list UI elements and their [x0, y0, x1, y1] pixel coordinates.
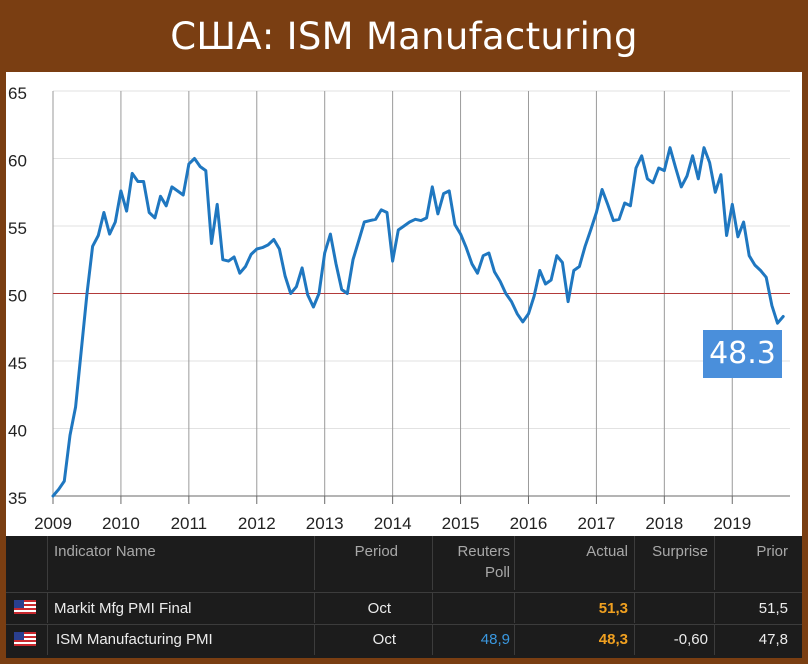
x-tick-label: 2014 [374, 514, 412, 533]
table-row[interactable]: ISM Manufacturing PMI Oct 48,9 48,3 -0,6… [6, 624, 802, 655]
series-layer [51, 146, 785, 498]
header-poll-cell: Reuters Poll [432, 536, 514, 590]
row-period: Oct [367, 600, 391, 617]
header-name-cell: Indicator Name [47, 536, 314, 590]
x-tick-label: 2019 [713, 514, 751, 533]
x-tick-label: 2012 [238, 514, 276, 533]
x-tick-label: 2013 [306, 514, 344, 533]
header-prior: Prior [756, 543, 788, 560]
row-prior: 47,8 [758, 631, 788, 648]
header-poll-line2: Poll [484, 564, 510, 581]
table-header-row: Indicator Name Period Reuters Poll Actua… [6, 536, 802, 590]
header-actual-cell: Actual [514, 536, 634, 590]
x-tick-label: 2015 [442, 514, 480, 533]
header-actual: Actual [586, 543, 628, 560]
row-indicator-name: ISM Manufacturing PMI [56, 631, 213, 648]
y-tick-label: 55 [8, 219, 27, 238]
row-prior: 51,5 [758, 600, 788, 617]
y-tick-label: 45 [8, 354, 27, 373]
header-period: Period [354, 543, 398, 560]
y-tick-label: 65 [8, 84, 27, 103]
chart-title: США: ISM Manufacturing [170, 14, 638, 58]
header-poll-line1: Reuters [457, 543, 510, 560]
table-row[interactable]: Markit Mfg PMI Final Oct 51,3 51,5 [6, 592, 802, 623]
x-tick-label: 2010 [102, 514, 140, 533]
x-tick-label: 2017 [577, 514, 615, 533]
row-poll: 48,9 [480, 631, 510, 648]
x-tick-label: 2009 [34, 514, 72, 533]
header-prior-cell: Prior [714, 536, 802, 590]
us-flag-icon [14, 600, 36, 614]
row-actual: 48,3 [598, 631, 628, 648]
row-actual: 51,3 [598, 600, 628, 617]
axes [52, 91, 790, 504]
y-tick-label: 40 [8, 422, 27, 441]
y-tick-label: 35 [8, 489, 27, 508]
row-indicator-name: Markit Mfg PMI Final [54, 600, 192, 617]
tick-labels: 35 40 45 50 55 60 65 2009 2010 2011 2012 2013 2014 20… [8, 84, 751, 533]
line-chart: 35 40 45 50 55 60 65 2009 2010 2011 2012 2013 2014 20… [8, 84, 790, 533]
y-tick-label: 60 [8, 152, 27, 171]
us-flag-icon [14, 632, 36, 646]
header-surprise-cell: Surprise [634, 536, 714, 590]
header-surprise: Surprise [652, 543, 708, 560]
x-tick-label: 2016 [510, 514, 548, 533]
row-surprise: -0,60 [673, 631, 708, 648]
header-period-cell: Period [314, 536, 432, 590]
last-value-callout: 48.3 [703, 330, 782, 378]
x-tick-label: 2011 [171, 514, 208, 533]
chart-panel: 35 40 45 50 55 60 65 2009 2010 2011 2012 2013 2014 20… [6, 72, 802, 536]
y-tick-label: 50 [8, 287, 27, 306]
row-period: Oct [372, 631, 396, 648]
header-indicator-name: Indicator Name [54, 543, 156, 560]
title-bar: США: ISM Manufacturing [0, 0, 808, 72]
series-line [51, 146, 785, 498]
x-tick-label: 2018 [645, 514, 683, 533]
data-table: Indicator Name Period Reuters Poll Actua… [6, 536, 802, 658]
